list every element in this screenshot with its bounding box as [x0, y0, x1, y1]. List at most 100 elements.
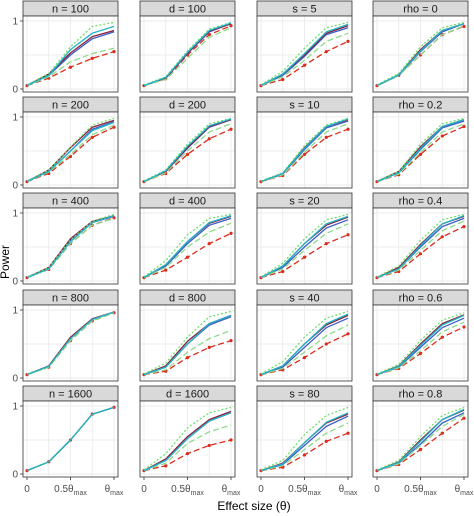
series-line — [260, 406, 349, 471]
series-line — [376, 314, 465, 376]
x-tick-label: 0 — [258, 484, 264, 495]
strip-label: rho = 0.8 — [399, 389, 443, 401]
series-line — [143, 128, 232, 183]
y-tick-label: 1 — [12, 17, 18, 28]
series-line — [376, 23, 465, 87]
panel-border — [22, 304, 119, 382]
series-line — [376, 213, 465, 278]
y-tick-label: 0 — [12, 85, 18, 96]
facet-panel: rho = 0.8 — [372, 385, 469, 480]
series-line — [143, 123, 232, 183]
series-line — [260, 317, 349, 376]
series-line — [260, 32, 349, 87]
series-line — [26, 47, 115, 87]
panel-border — [372, 15, 469, 93]
series-point — [185, 356, 190, 360]
x-tick-label: 0.5θmax — [54, 484, 87, 497]
series-line — [143, 329, 232, 376]
strip-label: n = 100 — [52, 4, 89, 16]
series-line — [143, 215, 232, 279]
panel-border — [256, 304, 353, 382]
facet-panel: d = 800 — [139, 289, 236, 382]
panel-border — [22, 111, 119, 189]
series-point — [324, 439, 328, 443]
series-line — [260, 215, 349, 279]
series-line — [143, 406, 232, 471]
series-point — [207, 33, 211, 37]
strip-label: n = 800 — [52, 293, 89, 305]
series-point — [164, 268, 168, 272]
panel-border — [139, 111, 236, 189]
x-tick-label: 0.5θmax — [288, 484, 321, 497]
series-point — [302, 453, 307, 457]
facet-panel: rho = 0.6 — [372, 289, 469, 382]
facet-panel: rho = 0.2 — [372, 96, 469, 189]
series-line — [26, 215, 115, 279]
series-line — [143, 22, 232, 87]
x-tick-label: θmax — [339, 484, 358, 497]
series-line — [260, 27, 349, 87]
series-line — [26, 311, 115, 376]
strip-label: n = 200 — [52, 100, 89, 112]
series-line — [260, 219, 349, 279]
series-line — [143, 21, 232, 86]
x-tick-label: θmax — [222, 484, 241, 497]
y-tick-label: 0 — [12, 470, 18, 481]
panel-border — [372, 111, 469, 189]
series-point — [185, 255, 190, 259]
series-line — [143, 217, 232, 279]
facet-panel: n = 1600 0 1 — [12, 385, 119, 481]
series-point — [229, 127, 233, 131]
series-point — [346, 431, 350, 435]
strip-label: d = 800 — [169, 293, 206, 305]
series-line — [143, 310, 232, 375]
series-point — [207, 345, 211, 349]
y-tick-label: 0 — [12, 277, 18, 288]
series-line — [26, 25, 115, 87]
x-tick-label: 0.5θmax — [171, 484, 204, 497]
series-point — [68, 65, 73, 69]
facet-panel: s = 80 — [256, 385, 353, 480]
panel-border — [256, 207, 353, 285]
facet-panel: rho = 0 — [372, 0, 469, 93]
series-line — [260, 123, 349, 183]
facet-panel: d = 200 — [139, 96, 236, 189]
panel-border — [256, 15, 353, 93]
series-point — [418, 152, 423, 156]
series-line — [376, 312, 465, 375]
strip-label: n = 1600 — [49, 389, 92, 401]
series-line — [260, 23, 349, 87]
series-line — [143, 412, 232, 472]
panel-border — [256, 111, 353, 189]
series-line — [376, 215, 465, 279]
series-line — [376, 408, 465, 472]
series-point — [302, 152, 307, 156]
series-point — [462, 24, 466, 29]
series-point — [229, 438, 233, 442]
panel-border — [139, 15, 236, 93]
series-point — [302, 356, 307, 360]
series-point — [229, 24, 233, 28]
strip-label: s = 20 — [289, 196, 319, 208]
series-line — [143, 410, 232, 472]
facet-panel: d = 100 — [139, 0, 236, 93]
series-point — [164, 464, 168, 468]
facet-panel: n = 200 0 1 — [12, 96, 119, 192]
series-line — [376, 21, 465, 86]
strip-label: d = 1600 — [166, 389, 209, 401]
panel-border — [372, 207, 469, 285]
series-point — [324, 342, 328, 346]
series-point — [112, 50, 116, 54]
series-point — [302, 63, 307, 67]
facet-panel: s = 10 — [256, 96, 353, 189]
series-point — [462, 325, 466, 329]
x-tick-label: 0.5θmax — [404, 484, 437, 497]
series-line — [260, 21, 349, 86]
series-line — [260, 412, 349, 472]
series-point — [440, 134, 444, 138]
series-point — [229, 231, 233, 235]
series-line — [260, 324, 349, 376]
series-line — [143, 424, 232, 472]
series-point — [90, 135, 94, 139]
